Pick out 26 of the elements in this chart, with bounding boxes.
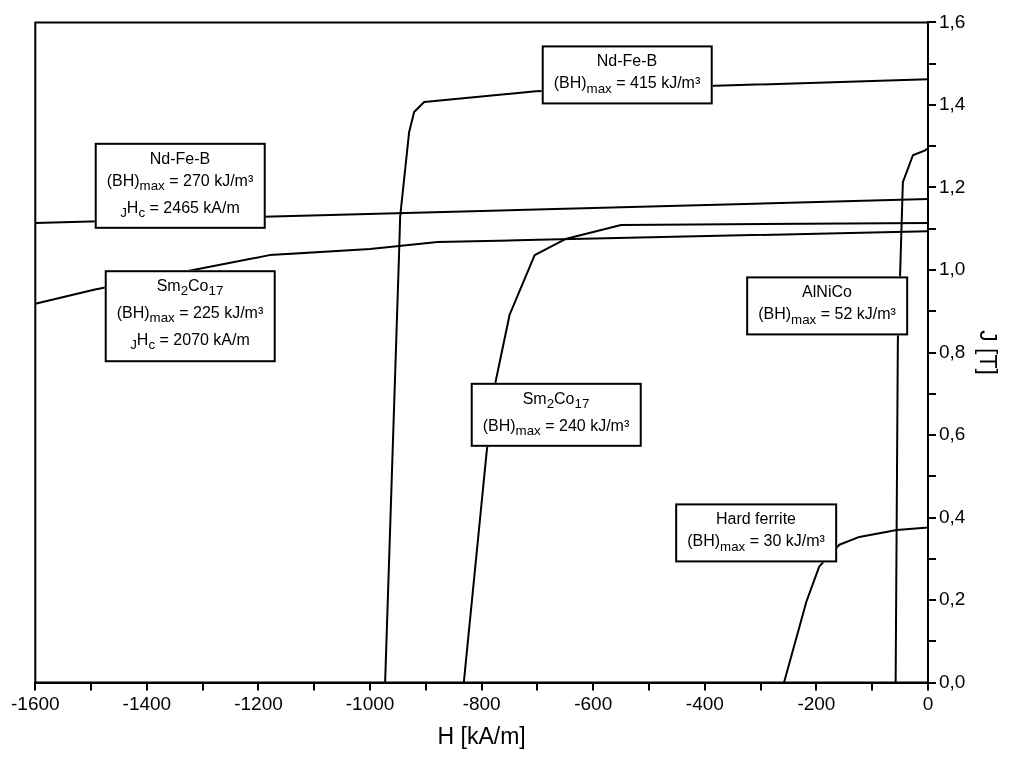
x-tick-label: 0 [922,693,934,715]
x-tick-label: -1400 [122,693,172,715]
text: Sm$_{2}$Co$_{17}$ (BH)$_{max}$ = 240 kJ/m³ [482,389,630,439]
x-tick-label: -1600 [10,693,60,715]
y-tick-label: 0,6 [938,423,966,445]
y-tick-label: 0,2 [938,588,966,610]
x-tick-label: -800 [462,693,501,715]
annotation: Nd-Fe-B (BH)$_{max}$ = 415 kJ/m³ [541,45,713,105]
annotation: AlNiCo (BH)$_{max}$ = 52 kJ/m³ [746,276,908,336]
x-tick-label: -1200 [234,693,283,715]
x-axis-title: H [kA/m] [437,722,526,749]
y-axis-title: J [T] [974,330,1001,375]
text: Sm$_{2}$Co$_{17}$ (BH)$_{max}$ = 225 kJ/m³ $_{J}$H$_{c}$ = 2070 kA/m [116,277,264,353]
x-tick-label: -200 [797,693,836,715]
x-tick-label: -400 [685,693,724,715]
y-tick-label: 1,0 [938,258,966,280]
y-tick-label: 1,2 [938,175,966,197]
x-tick-label: -1000 [345,693,395,715]
y-tick-label: 0,4 [938,505,966,527]
y-tick-label: 0,0 [938,670,966,692]
y-tick-label: 1,6 [938,10,966,32]
y-tick-label: 1,4 [938,93,966,115]
x-tick-label: -600 [574,693,613,715]
annotation: Hard ferrite (BH)$_{max}$ = 30 kJ/m³ [675,503,837,563]
y-tick-label: 0,8 [938,340,966,362]
text: Nd-Fe-B (BH)$_{max}$ = 270 kJ/m³ $_{J}$H$_{c}$ = 2465 kA/m [106,149,254,221]
